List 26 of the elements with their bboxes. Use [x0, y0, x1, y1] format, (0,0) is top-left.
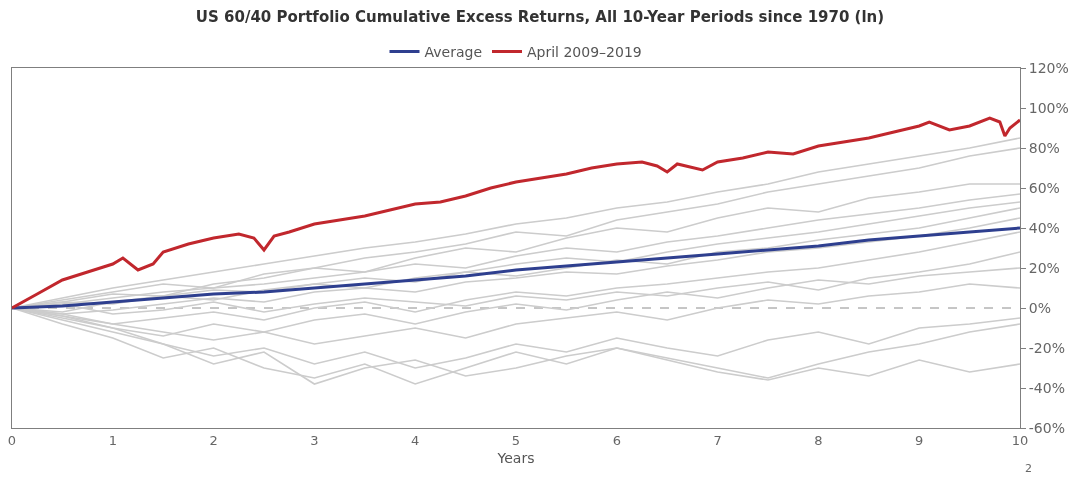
x-tick-label: 4 [411, 432, 420, 448]
y-tick-label: 100% [1028, 99, 1069, 116]
x-tick-label: 0 [7, 432, 17, 448]
y-tick-label: 80% [1028, 139, 1060, 156]
y-tick-label: -40% [1028, 379, 1065, 396]
x-axis-title: Years [496, 449, 535, 466]
legend-label: Average [424, 44, 482, 61]
y-tick-label: 0% [1028, 299, 1052, 316]
x-tick-label: 6 [612, 432, 621, 448]
x-tick-label: 3 [310, 432, 319, 448]
x-tick-label: 9 [915, 432, 924, 448]
y-tick-label: -60% [1028, 419, 1065, 436]
chart-title: US 60/40 Portfolio Cumulative Excess Returns, All 10-Year Periods since 1970 (ln) [195, 8, 885, 27]
text: 2 [1025, 462, 1032, 475]
y-tick-label: 20% [1028, 259, 1060, 276]
x-tick-label: 10 [1011, 432, 1029, 448]
y-tick-label: -20% [1028, 339, 1065, 356]
x-tick-label: 5 [511, 432, 521, 448]
y-tick-label: 120% [1028, 59, 1069, 76]
y-tick-label: 40% [1028, 219, 1060, 236]
x-tick-label: 2 [209, 432, 218, 448]
x-tick-label: 1 [108, 432, 117, 448]
x-tick-label: 8 [814, 432, 823, 448]
legend-label: April 2009–2019 [527, 44, 642, 61]
y-tick-label: 60% [1028, 179, 1060, 196]
x-tick-label: 7 [713, 432, 722, 448]
